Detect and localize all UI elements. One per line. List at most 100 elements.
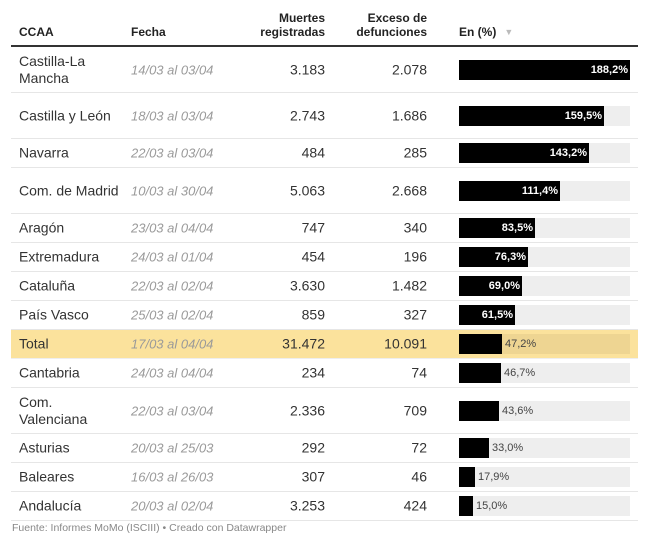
table-row: Cataluña 22/03 al 02/04 3.630 1.482 69,0% <box>11 272 638 301</box>
cell-exceso: 709 <box>403 402 427 418</box>
cell-ccaa: Cantabria <box>19 364 80 381</box>
table-row: Castilla-La Mancha 14/03 al 03/04 3.183 2.0… <box>11 47 638 93</box>
bar-label: 111,4% <box>521 184 558 197</box>
cell-fecha: 23/03 al 04/04 <box>131 220 214 236</box>
bar-track: 33,0% <box>459 438 630 458</box>
cell-muertes: 484 <box>301 144 325 161</box>
bar <box>459 59 630 80</box>
bar-label: 76,3% <box>494 251 526 263</box>
cell-exceso: 2.668 <box>391 182 427 198</box>
table-row: Baleares 16/03 al 26/03 307 46 17,9% <box>11 463 638 492</box>
column-header-fecha[interactable]: Fecha <box>131 25 166 39</box>
cell-ccaa: Navarra <box>19 144 69 161</box>
table-row: País Vasco 25/03 al 02/04 859 327 61,5% <box>11 301 638 330</box>
sort-descending-icon[interactable]: ▼ <box>504 27 514 37</box>
cell-exceso: 424 <box>403 497 427 514</box>
cell-ccaa: Total <box>19 335 49 352</box>
bar <box>459 218 535 238</box>
cell-ccaa: Baleares <box>19 468 75 485</box>
bar-label: 69,0% <box>488 280 520 292</box>
bar-track: 15,0% <box>459 496 630 516</box>
cell-fecha: 14/03 al 03/04 <box>131 62 214 77</box>
cell-exceso: 327 <box>403 306 427 323</box>
cell-muertes: 5.063 <box>289 182 325 198</box>
cell-exceso: 10.091 <box>384 335 427 352</box>
cell-ccaa: Castilla-La Mancha <box>19 52 86 86</box>
bar-track: 76,3% <box>459 247 630 267</box>
bar <box>459 105 604 126</box>
cell-muertes: 2.743 <box>289 107 325 123</box>
cell-fecha: 22/03 al 03/04 <box>131 145 214 161</box>
cell-exceso: 340 <box>403 219 427 236</box>
bar <box>459 180 560 201</box>
bar-label: 47,2% <box>505 338 537 350</box>
table-row-total: Total 17/03 al 04/04 31.472 10.091 47,2% <box>11 330 638 359</box>
bar-track: 47,2% <box>459 334 630 354</box>
bar-track: 111,4% <box>459 180 630 201</box>
column-header-exceso-line1: Exceso de <box>367 11 427 25</box>
column-header-ccaa[interactable]: CCAA <box>19 25 54 39</box>
cell-muertes: 307 <box>301 468 325 485</box>
cell-muertes: 3.253 <box>289 497 325 514</box>
bar <box>459 276 522 296</box>
cell-exceso: 46 <box>411 468 427 485</box>
cell-muertes: 454 <box>301 248 325 265</box>
bar <box>459 467 475 487</box>
cell-fecha: 25/03 al 02/04 <box>131 307 214 323</box>
cell-fecha: 22/03 al 02/04 <box>131 278 214 294</box>
table-row: Asturias 20/03 al 25/03 292 72 33,0% <box>11 434 638 463</box>
cell-exceso: 2.078 <box>391 61 427 77</box>
cell-muertes: 234 <box>301 364 325 381</box>
bar-track: 61,5% <box>459 305 630 325</box>
cell-exceso: 285 <box>403 144 427 161</box>
column-header-exceso[interactable]: Exceso de defunciones <box>356 11 427 39</box>
bar-track: 159,5% <box>459 105 630 126</box>
bar-label: 143,2% <box>549 147 587 159</box>
cell-exceso: 1.482 <box>391 277 427 294</box>
cell-ccaa: Aragón <box>19 219 65 236</box>
cell-fecha: 24/03 al 01/04 <box>131 249 214 265</box>
cell-ccaa: País Vasco <box>19 306 89 323</box>
bar-label: 46,7% <box>504 367 536 379</box>
table-body: Castilla-La Mancha 14/03 al 03/04 3.183 2.0… <box>11 47 638 521</box>
bar <box>459 247 528 267</box>
cell-fecha: 20/03 al 25/03 <box>131 440 214 456</box>
cell-ccaa: Castilla y León <box>19 107 111 123</box>
table-row: Andalucía 20/03 al 02/04 3.253 424 15,0% <box>11 492 638 521</box>
bar <box>459 438 489 458</box>
bar-label: 61,5% <box>481 309 513 321</box>
table-row: Aragón 23/03 al 04/04 747 340 83,5% <box>11 214 638 243</box>
cell-fecha: 10/03 al 30/04 <box>131 183 214 198</box>
cell-fecha: 16/03 al 26/03 <box>131 469 214 485</box>
cell-muertes: 859 <box>301 306 325 323</box>
bar <box>459 143 589 163</box>
cell-ccaa: Asturias <box>19 439 70 456</box>
bar-track: 69,0% <box>459 276 630 296</box>
cell-ccaa: Andalucía <box>19 497 82 514</box>
table-row: Extremadura 24/03 al 01/04 454 196 76,3% <box>11 243 638 272</box>
cell-ccaa: Com. Valenciana <box>19 393 88 427</box>
column-header-muertes-line2: registradas <box>260 25 325 39</box>
cell-ccaa: Extremadura <box>19 248 100 265</box>
cell-ccaa: Cataluña <box>19 277 76 294</box>
bar <box>459 334 502 354</box>
cell-fecha: 18/03 al 03/04 <box>131 108 214 123</box>
cell-muertes: 292 <box>301 439 325 456</box>
cell-ccaa: Com. de Madrid <box>19 182 119 198</box>
table-row: Navarra 22/03 al 03/04 484 285 143,2% <box>11 139 638 168</box>
bar-label: 43,6% <box>502 404 534 417</box>
cell-fecha: 24/03 al 04/04 <box>131 365 214 381</box>
table-row: Castilla y León 18/03 al 03/04 2.743 1.686 1… <box>11 93 638 139</box>
cell-muertes: 3.630 <box>289 277 325 294</box>
source-footer: Fuente: Informes MoMo (ISCIII) • Creado … <box>12 522 287 534</box>
column-header-muertes-line1: Muertes <box>278 11 325 25</box>
table-row: Cantabria 24/03 al 04/04 234 74 46,7% <box>11 359 638 388</box>
bar-label: 33,0% <box>492 442 524 454</box>
column-header-muertes[interactable]: Muertes registradas <box>260 11 325 39</box>
cell-muertes: 747 <box>301 219 325 236</box>
data-table: CCAA Fecha Muertes registradas Exceso de… <box>11 0 638 521</box>
bar-track: 46,7% <box>459 363 630 383</box>
table-row: Com. Valenciana 22/03 al 03/04 2.336 709 43,… <box>11 388 638 434</box>
cell-exceso: 1.686 <box>391 107 427 123</box>
column-header-pct[interactable]: En (%) ▼ <box>459 25 513 39</box>
